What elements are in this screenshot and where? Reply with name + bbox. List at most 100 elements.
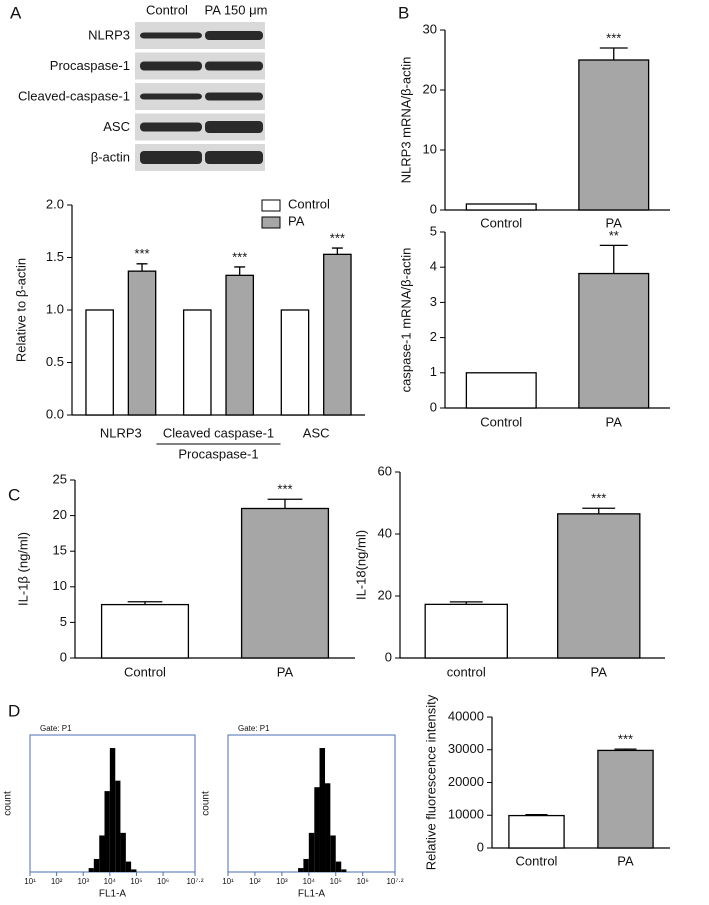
histogram-bar [335, 861, 342, 872]
blot-band [205, 61, 263, 71]
y-tick-label: 30 [423, 21, 437, 36]
error-bar [331, 247, 343, 255]
blot-band [140, 93, 202, 100]
x-tick-label: 10⁵ [330, 877, 342, 886]
bar [465, 372, 537, 409]
x-tick-label: Control [124, 664, 166, 679]
error-bar [599, 244, 628, 274]
y-tick-label: 20 [378, 587, 392, 602]
y-tick-label: 0 [430, 399, 437, 414]
x-axis-label: FL1-A [298, 889, 326, 900]
x-tick-label: 10³ [276, 877, 288, 886]
y-tick-label: 0 [430, 201, 437, 216]
y-tick-label: 5 [60, 614, 67, 629]
bar [578, 59, 650, 211]
y-tick-label: 0 [60, 649, 67, 664]
x-tick-label: 10⁶ [357, 877, 369, 886]
x-tick-label: control [447, 664, 486, 679]
y-tick-label: 0.0 [46, 406, 64, 421]
y-tick-label: 1.0 [46, 301, 64, 316]
y-axis-label: IL-18(ng/ml) [353, 530, 368, 600]
bar [280, 309, 310, 416]
significance: ** [609, 228, 619, 243]
y-tick-label: 15 [53, 543, 67, 558]
x-tick-label: PA [617, 853, 634, 868]
y-tick-label: 25 [53, 471, 67, 486]
significance: *** [591, 491, 606, 506]
gate-label: Gate: P1 [238, 724, 270, 733]
x-tick-label: ASC [303, 425, 330, 440]
y-tick-label: 40 [378, 525, 392, 540]
y-tick-label: 10000 [448, 807, 484, 822]
bar [424, 603, 508, 659]
x-tick-label: Cleaved caspase-1 [163, 425, 274, 440]
bar [323, 253, 352, 416]
blot-band [140, 122, 202, 132]
y-axis-label: Relative to β-actin [13, 258, 28, 362]
histogram-bar [115, 780, 121, 872]
bar [100, 603, 190, 659]
x-tick-label: PA [591, 664, 608, 679]
x-tick-label: 10⁴ [104, 877, 117, 886]
panel-label: A [10, 3, 22, 22]
blot-row-label: β-actin [91, 149, 130, 164]
x-tick-label: Control [480, 215, 522, 230]
bar [182, 309, 212, 416]
y-tick-label: 10 [53, 578, 67, 593]
error-bar [127, 601, 163, 605]
x-tick-label: NLRP3 [100, 425, 142, 440]
legend-label: Control [288, 196, 330, 211]
y-axis-label: NLRP3 mRNA/β-actin [398, 57, 413, 184]
x-tick-label: 10³ [77, 877, 89, 886]
blot-row-label: NLRP3 [88, 27, 130, 42]
blot-row-label: Cleaved-caspase-1 [18, 88, 130, 103]
significance: *** [606, 30, 621, 45]
significance: *** [232, 249, 247, 264]
legend-label: PA [288, 213, 305, 228]
y-tick-label: 60 [378, 463, 392, 478]
blot-band [205, 92, 263, 101]
y-tick-label: 20 [53, 507, 67, 522]
bar [465, 203, 537, 211]
y-tick-label: 20 [423, 81, 437, 96]
x-tick-label: 10⁴ [303, 877, 316, 886]
bar [508, 814, 565, 849]
histogram-bar [99, 835, 105, 872]
blot-band [205, 31, 263, 40]
blot-band [140, 151, 202, 164]
y-tick-label: 40000 [448, 708, 484, 723]
y-tick-label: 30000 [448, 741, 484, 756]
blot-band [205, 121, 263, 133]
y-tick-label: 2.0 [46, 196, 64, 211]
error-bar [582, 507, 616, 514]
significance: *** [618, 732, 633, 747]
y-tick-label: 1 [430, 364, 437, 379]
y-axis-label: IL-1β (ng/ml) [15, 532, 30, 606]
y-tick-label: 1.5 [46, 249, 64, 264]
blot-row-label: Procaspase-1 [50, 58, 130, 73]
x-tick-label: 10⁶ [157, 877, 169, 886]
y-axis-label: Relative fluorescence intensity [423, 694, 438, 870]
legend-swatch [261, 216, 281, 229]
y-tick-label: 0 [385, 649, 392, 664]
panel-label: C [8, 485, 20, 504]
blot-column-label: PA 150 μm [205, 2, 268, 17]
bar [557, 513, 641, 659]
blot-band [205, 151, 263, 164]
significance: *** [277, 482, 292, 497]
bar [240, 507, 330, 659]
bar [127, 270, 157, 416]
panel-label: B [398, 3, 409, 22]
legend-swatch [261, 199, 281, 212]
x-tick-label-denominator: Procaspase-1 [178, 446, 258, 461]
error-bar [234, 266, 246, 276]
histogram-bar [308, 832, 315, 872]
x-tick-label: 10² [51, 877, 63, 886]
bar [597, 749, 654, 849]
histogram-bar [330, 835, 336, 872]
blot-row-label: ASC [103, 119, 130, 134]
histogram-bar [319, 748, 326, 872]
x-tick-label: 10⁵ [130, 877, 142, 886]
histogram-bar [131, 869, 137, 872]
